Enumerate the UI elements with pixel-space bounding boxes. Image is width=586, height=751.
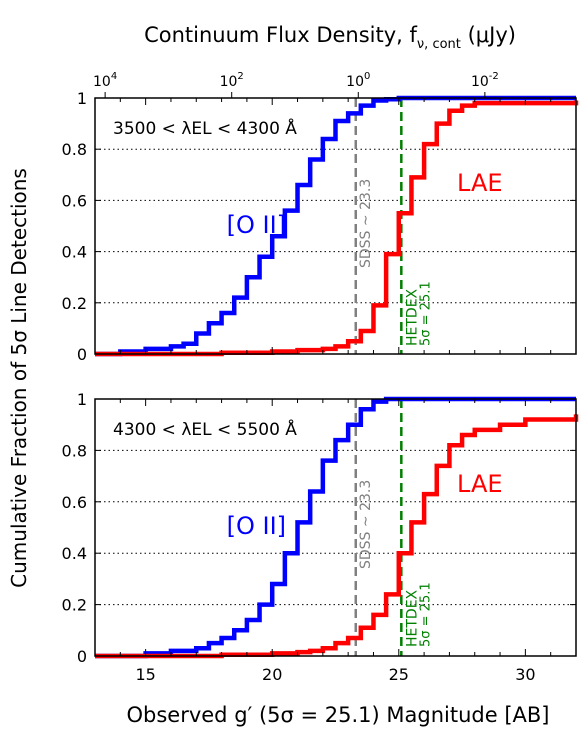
y-tick-label: 0.8: [62, 441, 87, 460]
hetdex-limit-value: 5σ = 25.1: [418, 582, 433, 647]
plot-frame: [94, 97, 577, 355]
oii-label: [O II]: [227, 512, 286, 540]
y-tick-label: 0.4: [62, 243, 87, 262]
panel-top: 0 0.2 0.4 0.6 0.8 1 104 102 100 10-2 3500 < λEL < …: [62, 71, 579, 364]
top-tick-label: 10-2: [471, 71, 499, 90]
top-axis-title-sub: ν, cont: [417, 37, 461, 52]
top-axis-title-main: Continuum Flux Density, f: [144, 23, 417, 47]
oii-step-curve: [95, 95, 576, 357]
top-tick-label: 100: [346, 71, 370, 90]
x-tick-label: 15: [135, 665, 155, 684]
top-tick-label: 104: [93, 71, 117, 90]
lae-label: LAE: [457, 470, 503, 498]
sdss-limit-label: SDSS ∼ 23.3: [358, 179, 374, 268]
hetdex-limit-label: HETDEX: [404, 589, 420, 647]
y-tick-label: 0.6: [62, 493, 87, 512]
plot-frame: [94, 398, 577, 657]
top-tick-label: 102: [220, 71, 244, 90]
y-tick-label: 0.2: [62, 294, 87, 313]
y-tick-label: 0.6: [62, 191, 87, 210]
y-tick-label: 0.8: [62, 140, 87, 159]
top-axis-title: Continuum Flux Density, fν, cont (μJy): [144, 23, 516, 52]
panel-bottom: 0 0.2 0.4 0.6 0.8 1 15 20 25 30 4300 < λEL < 5500 …: [62, 390, 579, 684]
sdss-limit-label: SDSS ∼ 23.3: [358, 480, 374, 569]
y-axis-title: Cumulative Fraction of 5σ Line Detection…: [7, 168, 31, 588]
y-tick-label: 0: [77, 647, 87, 666]
x-tick-label: 25: [389, 665, 409, 684]
top-axis-title-unit: (μJy): [461, 23, 516, 47]
lae-label: LAE: [457, 169, 503, 197]
y-tick-label: 1: [77, 390, 87, 409]
y-tick-label: 0.2: [62, 596, 87, 615]
hetdex-limit-label: HETDEX: [404, 288, 420, 346]
hetdex-limit-value: 5σ = 25.1: [418, 281, 433, 346]
panel-annotation: 4300 < λEL < 5500 Å: [113, 418, 297, 440]
x-tick-label: 20: [262, 665, 282, 684]
lae-step-curve: [95, 414, 579, 659]
oii-label: [O II]: [227, 211, 286, 239]
x-tick-label: 30: [515, 665, 535, 684]
panel-annotation: 3500 < λEL < 4300 Å: [113, 117, 297, 139]
y-tick-label: 0.4: [62, 544, 87, 563]
y-tick-label: 1: [77, 89, 87, 108]
x-axis-title: Observed g′ (5σ = 25.1) Magnitude [AB]: [126, 703, 549, 727]
oii-step-curve: [95, 396, 576, 659]
y-tick-label: 0: [77, 345, 87, 364]
